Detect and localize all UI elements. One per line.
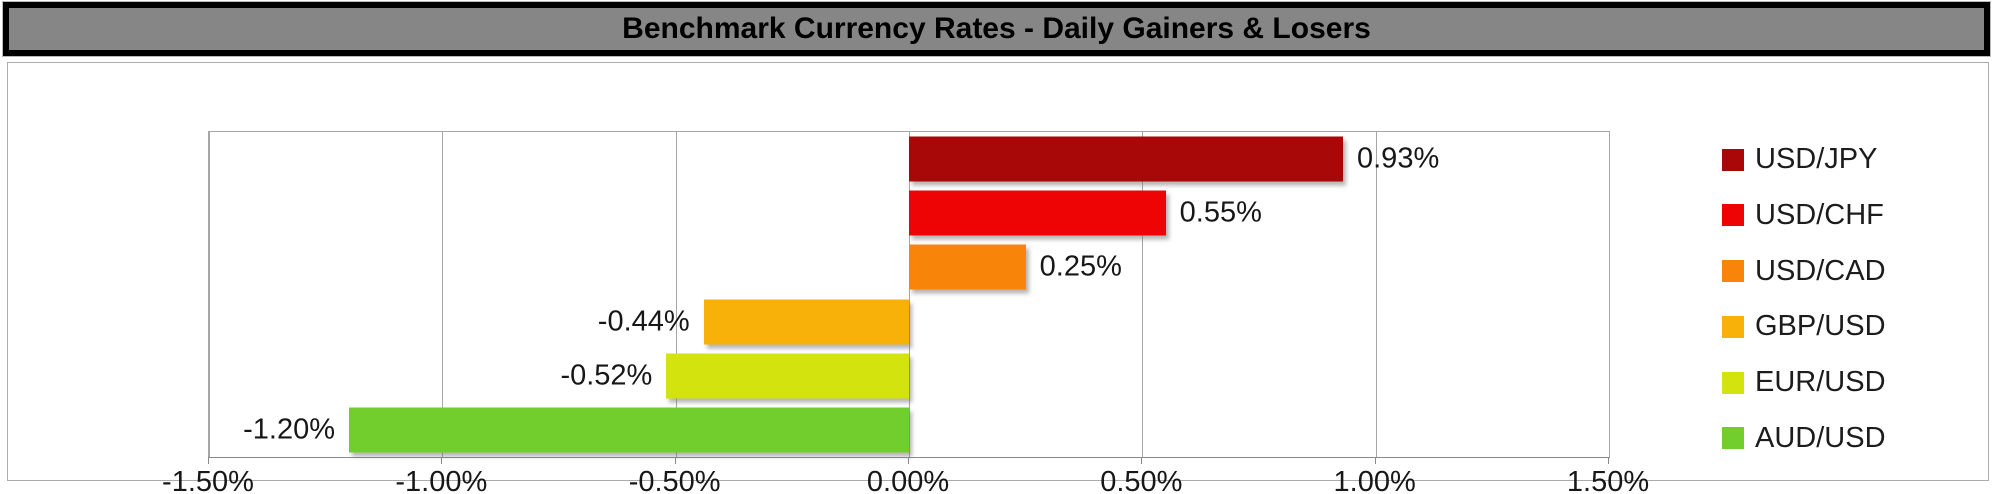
bar-label-usdchf: 0.55% xyxy=(1179,196,1262,229)
gridline xyxy=(209,132,210,457)
tick-mark xyxy=(441,457,443,464)
bar-row-usdchf: 0.55% xyxy=(209,186,1609,240)
x-axis-label: 1.00% xyxy=(1333,466,1416,494)
bar-label-audusd: -1.20% xyxy=(243,413,335,446)
chart-title: Benchmark Currency Rates - Daily Gainers… xyxy=(622,12,1371,45)
legend-swatch-audusd xyxy=(1722,427,1744,450)
legend-label-audusd: AUD/USD xyxy=(1755,421,1886,454)
tick-mark xyxy=(908,457,909,464)
bar-audusd xyxy=(349,407,909,453)
x-axis-label: -1.50% xyxy=(162,466,254,494)
gridline xyxy=(1142,132,1144,457)
legend-swatch-eurusd xyxy=(1722,371,1744,394)
x-axis-label: 0.50% xyxy=(1100,466,1183,494)
legend-label-gbpusd: GBP/USD xyxy=(1755,310,1886,343)
bar-usdjpy xyxy=(909,136,1343,182)
bar-label-usdcad: 0.25% xyxy=(1039,250,1122,283)
bar-usdchf xyxy=(909,190,1166,236)
tick-mark xyxy=(208,457,209,464)
gridline xyxy=(1609,132,1610,457)
gridline xyxy=(1375,132,1377,457)
x-axis-label: -0.50% xyxy=(628,466,721,494)
bar-rows: 0.93% 0.55% 0.25% -0.44% -0.52% xyxy=(209,132,1609,457)
bar-row-eurusd: -0.52% xyxy=(209,349,1609,403)
bar-row-gbpusd: -0.44% xyxy=(209,295,1609,349)
chart-area: 0.93% 0.55% 0.25% -0.44% -0.52% xyxy=(7,62,1989,494)
bar-usdcad xyxy=(909,244,1026,290)
tick-mark xyxy=(1141,457,1143,464)
legend-label-eurusd: EUR/USD xyxy=(1755,366,1886,399)
legend-swatch-usdjpy xyxy=(1722,148,1744,171)
bar-label-eurusd: -0.52% xyxy=(560,359,653,392)
tick-mark xyxy=(1608,457,1609,464)
gridline xyxy=(675,132,677,457)
legend-swatch-usdchf xyxy=(1722,204,1744,227)
bar-row-usdjpy: 0.93% xyxy=(209,132,1609,186)
legend-item-audusd: AUD/USD xyxy=(1722,422,1988,455)
legend-swatch-usdcad xyxy=(1722,260,1744,283)
plot-area: 0.93% 0.55% 0.25% -0.44% -0.52% xyxy=(208,131,1610,458)
legend-label-usdchf: USD/CHF xyxy=(1755,198,1884,231)
gridline xyxy=(442,132,444,457)
bar-row-usdcad: 0.25% xyxy=(209,240,1609,294)
legend-item-usdjpy: USD/JPY xyxy=(1722,143,1988,176)
tick-mark xyxy=(1374,457,1376,464)
legend-item-usdcad: USD/CAD xyxy=(1722,255,1988,288)
x-axis-labels: -1.50% -1.00% -0.50% 0.00% 0.50% 1.00% 1… xyxy=(162,466,1649,494)
chart-legend: USD/JPY USD/CHF USD/CAD GBP/USD EUR/USD … xyxy=(1722,143,1988,455)
x-axis-label: -1.00% xyxy=(395,466,488,494)
bar-gbpusd xyxy=(703,299,909,345)
legend-item-usdchf: USD/CHF xyxy=(1722,199,1988,232)
bar-eurusd xyxy=(666,353,909,399)
legend-item-eurusd: EUR/USD xyxy=(1722,366,1988,399)
legend-label-usdjpy: USD/JPY xyxy=(1755,143,1878,175)
legend-item-gbpusd: GBP/USD xyxy=(1722,310,1988,343)
chart-title-bar: Benchmark Currency Rates - Daily Gainers… xyxy=(3,2,1990,56)
bar-label-gbpusd: -0.44% xyxy=(597,305,690,338)
x-axis-tick-marks xyxy=(208,457,1609,465)
bar-row-audusd: -1.20% xyxy=(209,403,1609,457)
legend-label-usdcad: USD/CAD xyxy=(1755,254,1886,287)
x-axis-label: 1.50% xyxy=(1566,466,1650,494)
gridline xyxy=(909,132,910,457)
bar-label-usdjpy: 0.93% xyxy=(1357,142,1440,175)
tick-mark xyxy=(674,457,676,464)
x-axis-label: 0.00% xyxy=(866,466,950,494)
legend-swatch-gbpusd xyxy=(1722,315,1744,338)
